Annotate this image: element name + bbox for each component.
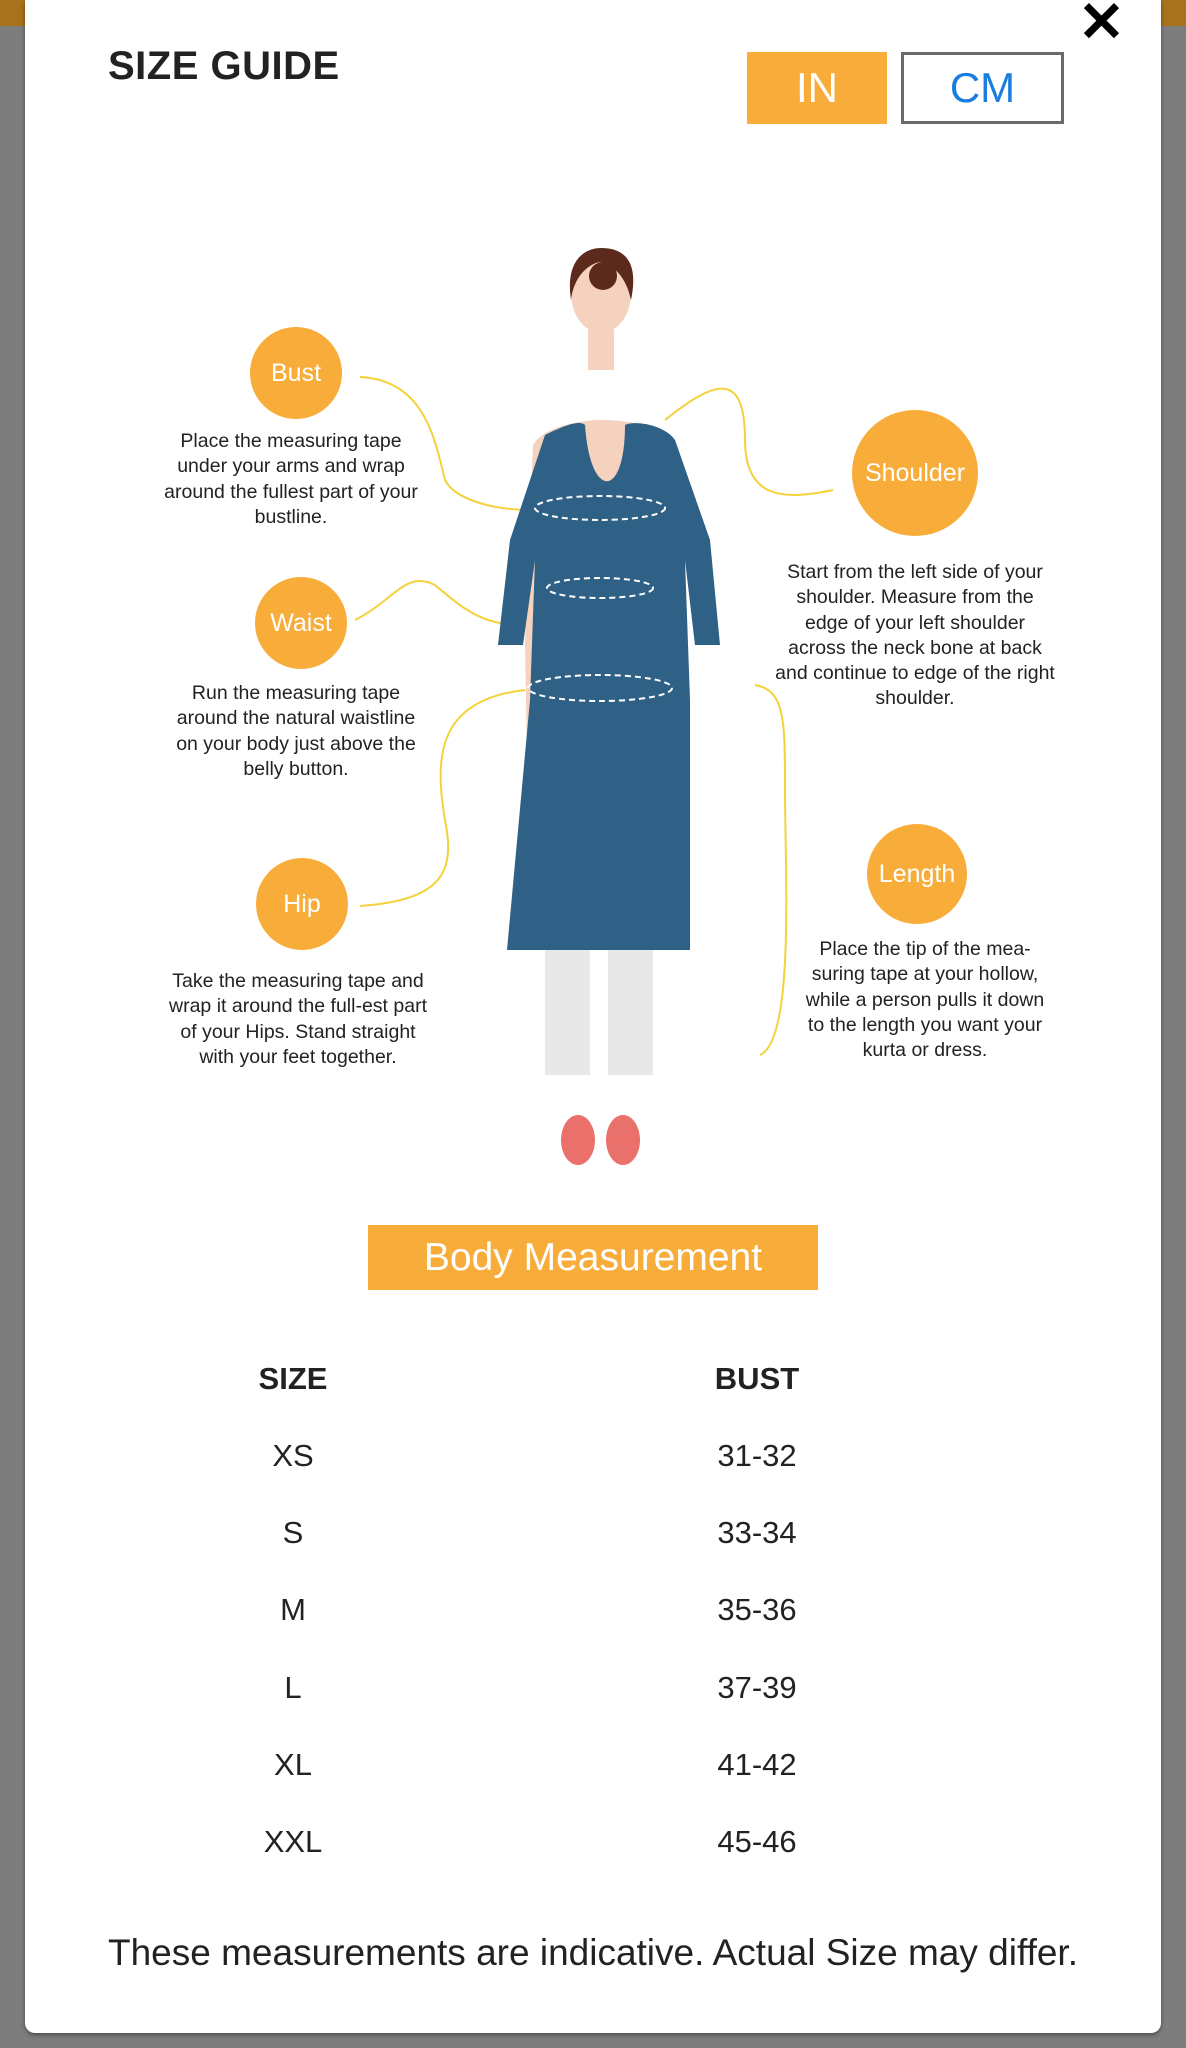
waist-badge: Waist	[255, 577, 347, 669]
size-cell: S	[282, 1515, 304, 1550]
size-guide-modal: SIZE GUIDE IN CM ✕	[25, 0, 1161, 2033]
hip-badge: Hip	[256, 858, 348, 950]
size-cell: XL	[274, 1747, 312, 1782]
hip-description: Take the measuring tape and wrap it arou…	[169, 970, 427, 1068]
bust-connector	[359, 376, 531, 511]
bust-cell: 45-46	[717, 1824, 797, 1859]
length-badge: Length	[867, 824, 967, 924]
bust-cell: 35-36	[717, 1592, 797, 1627]
size-cell: XS	[272, 1438, 314, 1473]
body-measurement-banner: Body Measurement	[368, 1225, 818, 1290]
shoulder-badge: Shoulder	[852, 410, 978, 536]
body-illustration	[354, 248, 834, 1165]
bust-column-header: BUST	[714, 1361, 800, 1396]
hip-connector	[359, 689, 526, 907]
size-column-header: SIZE	[258, 1361, 328, 1396]
unit-cm-button[interactable]: CM	[901, 52, 1064, 124]
bust-cell: 33-34	[717, 1515, 797, 1550]
bust-cell: 37-39	[717, 1670, 797, 1705]
bust-badge: Bust	[250, 327, 342, 419]
length-description: Place the tip of the mea-suring tape at …	[805, 938, 1045, 1062]
woman-figure	[498, 248, 720, 1165]
shoulder-description: Start from the left side of your shoulde…	[775, 561, 1055, 710]
size-cell: L	[284, 1670, 302, 1705]
close-icon[interactable]: ✕	[1078, 0, 1125, 53]
bust-cell: 41-42	[717, 1747, 797, 1782]
size-cell: XXL	[263, 1824, 323, 1859]
length-connector	[754, 684, 788, 1056]
waist-description: Run the measuring tape around the natura…	[176, 682, 416, 780]
size-cell: M	[280, 1592, 306, 1627]
disclaimer-text: These measurements are indicative. Actua…	[107, 1932, 1078, 1973]
bust-cell: 31-32	[717, 1438, 797, 1473]
page-title: SIZE GUIDE	[108, 44, 340, 88]
bust-description: Place the measuring tape under your arms…	[164, 430, 418, 528]
unit-in-button[interactable]: IN	[747, 52, 887, 124]
shoulder-connector	[664, 387, 834, 496]
